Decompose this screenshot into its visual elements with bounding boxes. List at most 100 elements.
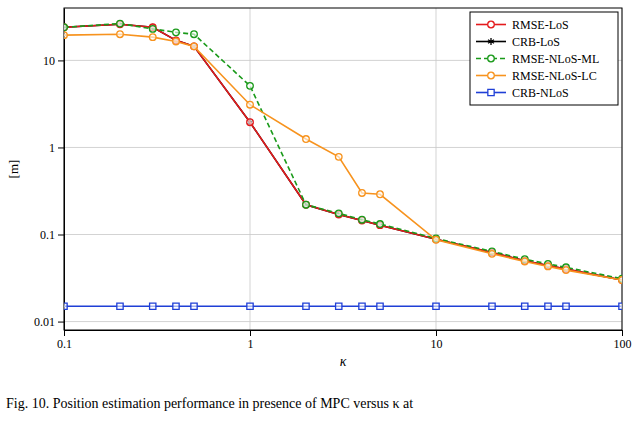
marker — [173, 38, 180, 45]
plot: 0.11101000.010.1110RMSE-LoSCRB-LoSRMSE-N… — [34, 8, 632, 351]
marker — [191, 31, 198, 38]
legend-marker — [488, 72, 495, 79]
grid-line-y — [64, 321, 622, 322]
marker — [149, 34, 156, 41]
marker — [521, 257, 528, 264]
marker — [303, 201, 310, 208]
legend-marker — [488, 55, 495, 62]
marker — [619, 277, 622, 284]
tick-mark — [250, 330, 251, 336]
tick-label: 0.1 — [57, 337, 72, 351]
marker — [563, 266, 570, 273]
legend-label: CRB-LoS — [512, 35, 560, 49]
marker — [377, 303, 383, 309]
marker — [336, 211, 342, 218]
tick: 1 — [248, 330, 254, 351]
marker — [433, 303, 439, 309]
tick-mark — [58, 147, 64, 148]
series-line — [64, 24, 622, 279]
tick-mark — [58, 322, 64, 323]
caption: Fig. 10. Position estimation performance… — [6, 396, 413, 411]
tick: 100 — [614, 330, 632, 351]
marker — [359, 190, 366, 197]
tick: 10 — [43, 54, 64, 68]
tick: 1 — [49, 141, 64, 155]
plot-frame — [64, 8, 622, 330]
marker — [489, 303, 495, 309]
legend-box — [470, 12, 618, 105]
grid-line-y — [64, 234, 622, 235]
marker — [336, 303, 342, 309]
tick-label: 10 — [43, 54, 55, 68]
tick-label: 1 — [49, 141, 55, 155]
marker — [64, 32, 67, 39]
legend-marker — [488, 89, 494, 95]
marker — [619, 277, 622, 284]
marker — [335, 210, 342, 217]
tick-label: 10 — [431, 337, 443, 351]
series-line — [64, 305, 622, 307]
marker — [150, 303, 156, 309]
marker — [191, 43, 198, 50]
marker — [521, 258, 528, 265]
tick: 0.01 — [34, 315, 64, 329]
tick-mark — [622, 330, 623, 336]
tick-mark — [436, 330, 437, 336]
marker — [247, 101, 254, 108]
legend-label: RMSE-LoS — [512, 18, 569, 32]
marker — [64, 24, 67, 31]
tick-label: 1 — [248, 337, 254, 351]
tick: 0.1 — [40, 228, 64, 242]
marker — [522, 303, 528, 309]
marker — [545, 262, 551, 269]
series-group — [64, 20, 622, 309]
marker — [303, 136, 310, 143]
marker — [64, 303, 67, 309]
marker — [247, 119, 254, 126]
marker — [117, 21, 123, 28]
marker — [545, 263, 552, 270]
marker — [563, 266, 569, 273]
y-axis-title: [m] — [6, 160, 21, 179]
tick-mark — [58, 60, 64, 61]
marker — [433, 236, 440, 243]
marker — [545, 303, 551, 309]
tick-label: 0.1 — [40, 228, 55, 242]
marker — [377, 221, 384, 228]
marker — [619, 277, 622, 284]
marker — [117, 303, 123, 309]
marker — [173, 29, 180, 36]
grid-line-y — [64, 147, 622, 148]
x-axis: 0.1 1 10 100 — [57, 330, 632, 351]
legend-marker — [488, 21, 495, 28]
chart: 0.11101000.010.1110RMSE-LoSCRB-LoSRMSE-N… — [0, 0, 640, 422]
marker — [173, 37, 179, 44]
marker — [545, 262, 552, 269]
marker — [359, 217, 366, 224]
marker — [563, 303, 569, 309]
tick-label: 0.01 — [34, 315, 55, 329]
tick: 0.1 — [57, 330, 72, 351]
marker — [489, 251, 496, 258]
marker — [433, 236, 440, 243]
tick-label: 100 — [614, 337, 632, 351]
marker — [247, 303, 253, 309]
series-line — [64, 24, 622, 280]
marker — [335, 154, 342, 161]
grid-line-x — [250, 8, 251, 330]
legend: RMSE-LoSCRB-LoSRMSE-NLoS-MLRMSE-NLoS-LCC… — [470, 12, 618, 105]
marker — [377, 222, 383, 229]
marker — [619, 303, 622, 309]
legend-label: CRB-NLoS — [512, 86, 569, 100]
marker — [64, 24, 67, 31]
marker — [117, 21, 124, 28]
marker — [117, 20, 124, 27]
marker — [303, 201, 309, 208]
marker — [191, 43, 198, 50]
marker — [247, 119, 253, 126]
marker — [359, 303, 365, 309]
grid-line-x — [436, 8, 437, 330]
marker — [377, 191, 384, 198]
tick-mark — [64, 330, 65, 336]
marker — [303, 201, 310, 208]
